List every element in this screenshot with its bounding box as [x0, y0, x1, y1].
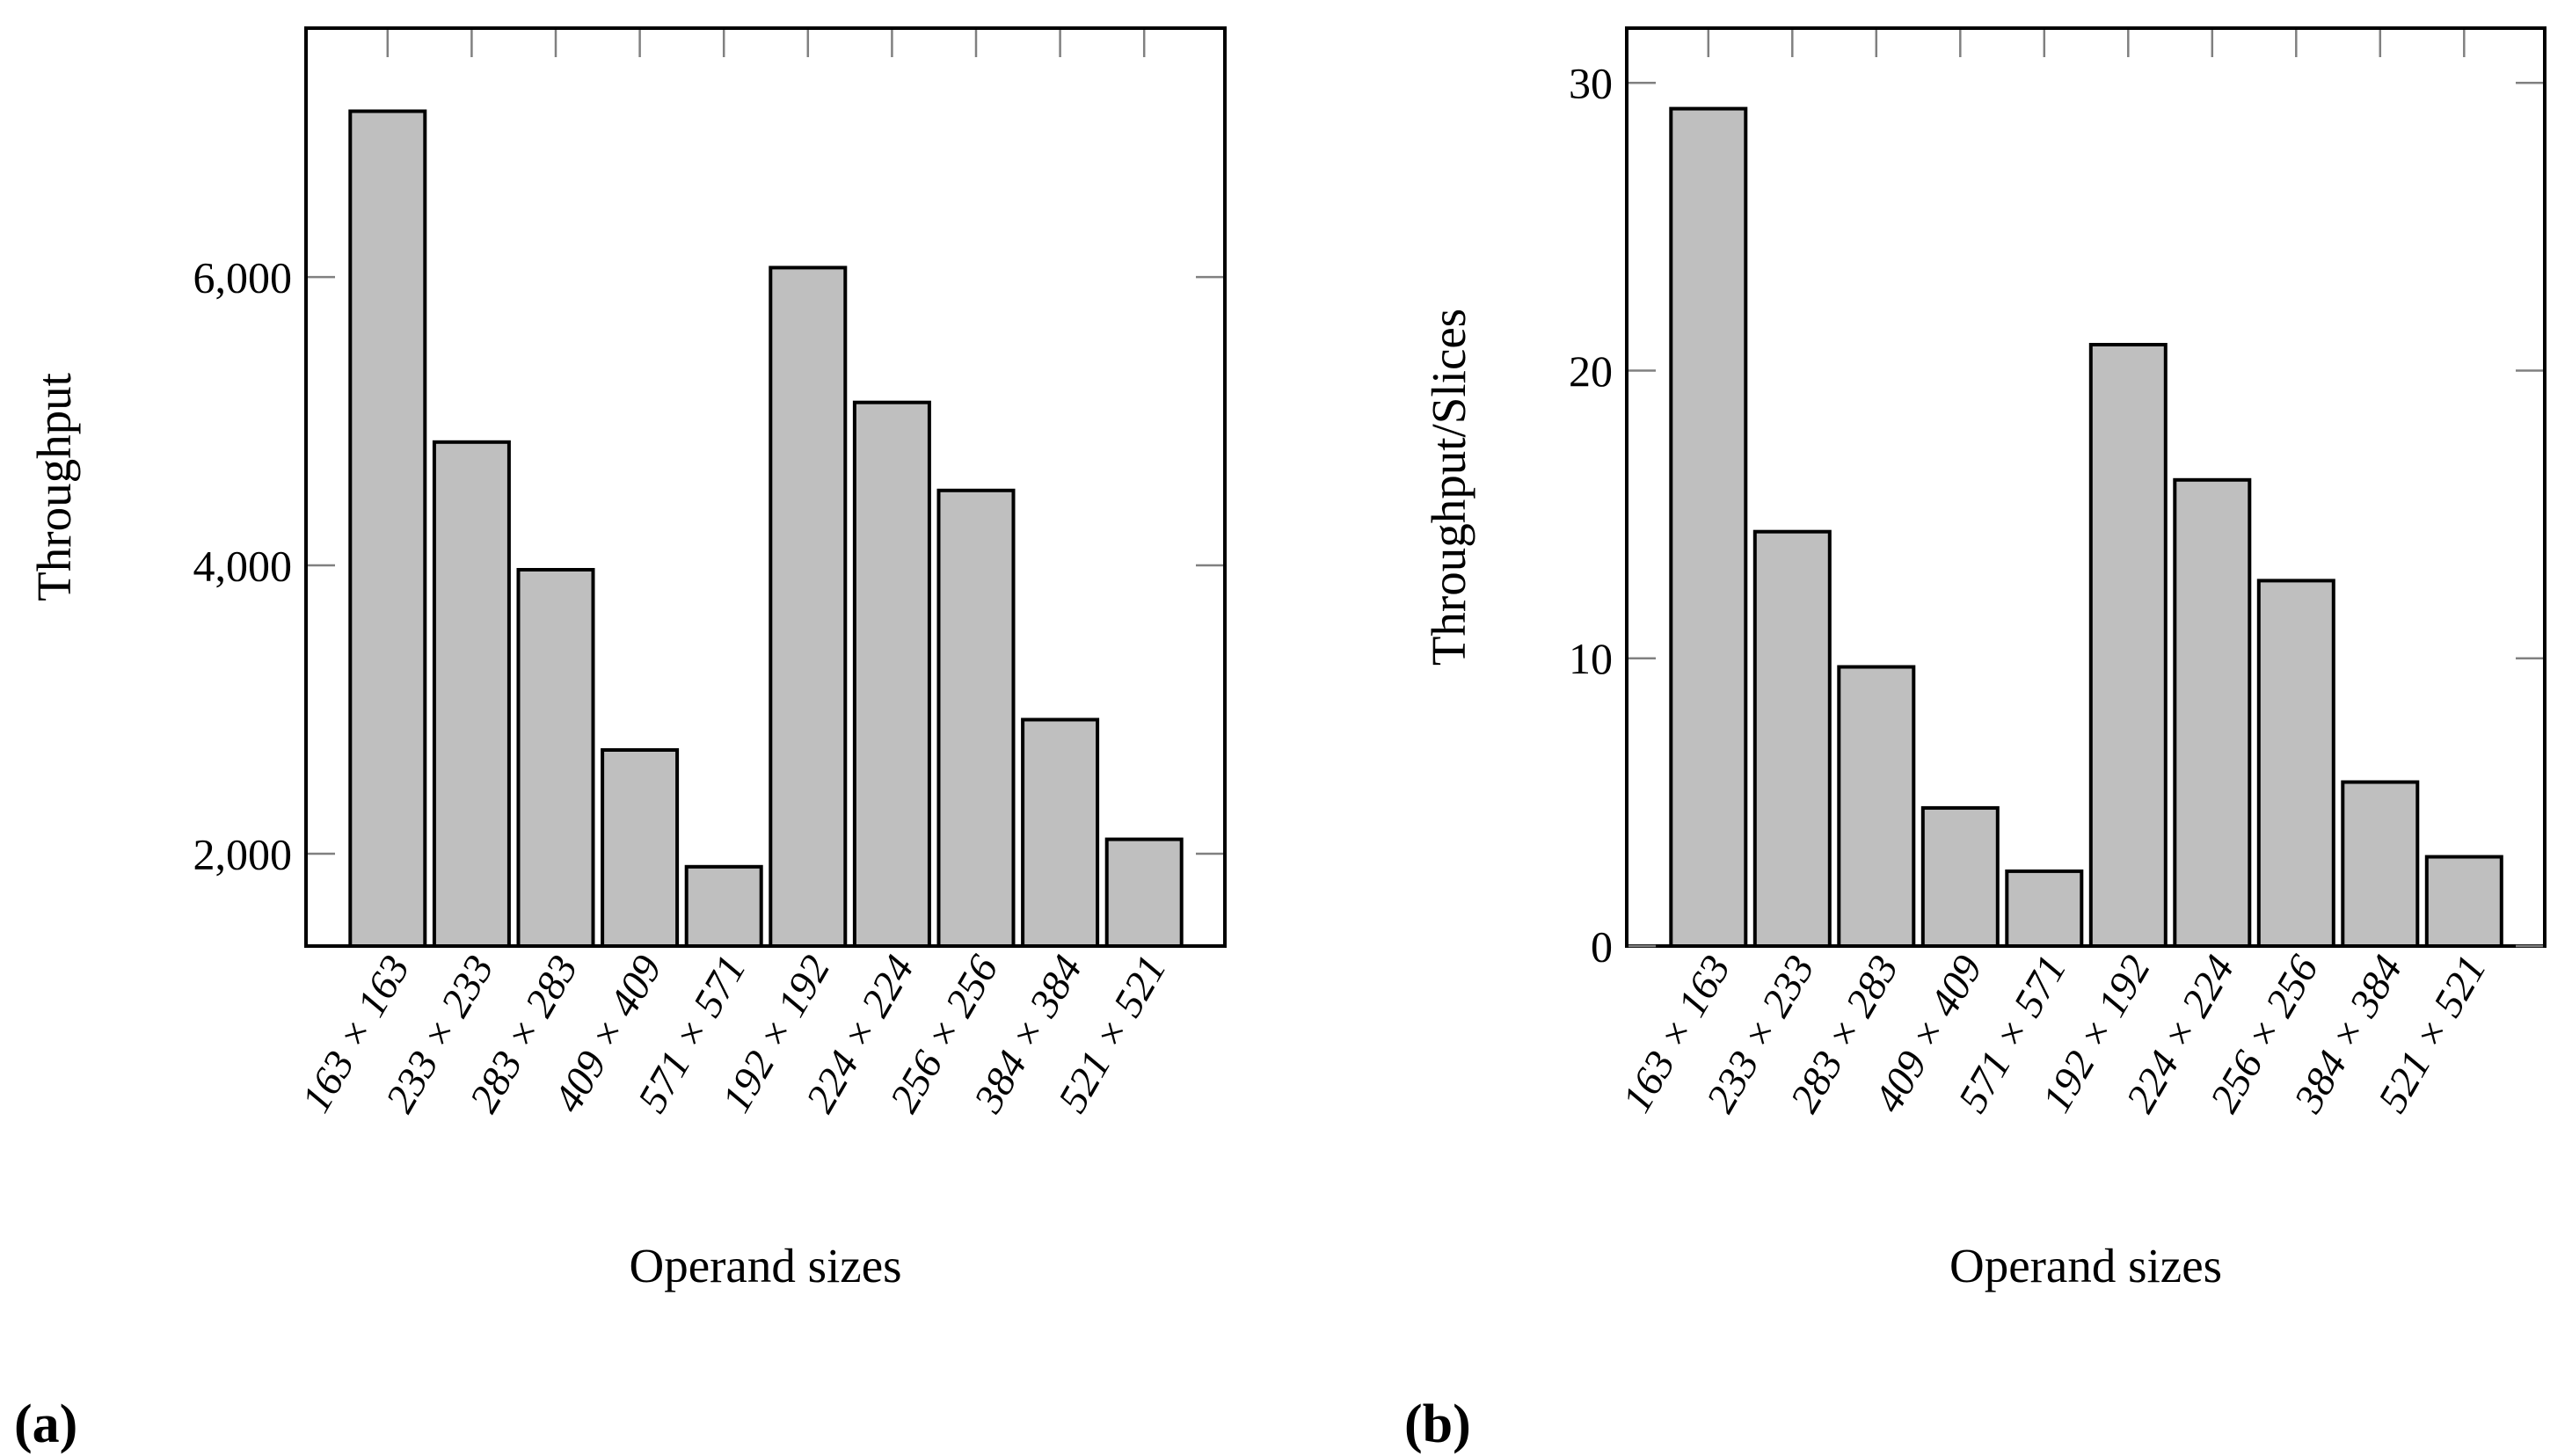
bar — [769, 266, 848, 948]
bar — [684, 864, 763, 948]
bar — [1920, 805, 2000, 949]
bar — [936, 488, 1016, 948]
y-tick-label: 20 — [1569, 346, 1613, 396]
bar — [348, 109, 427, 948]
y-tick-label: 0 — [1591, 922, 1613, 972]
bar — [1021, 717, 1100, 948]
x-axis-label: Operand sizes — [1949, 1239, 2222, 1292]
y-tick-label: 4,000 — [193, 542, 293, 591]
plot-border — [1625, 26, 2546, 948]
caption-b: (b) — [1404, 1394, 1471, 1454]
y-tick-label: 6,000 — [193, 253, 293, 302]
x-axis-label: Operand sizes — [629, 1239, 901, 1292]
y-tick-label: 10 — [1569, 634, 1613, 683]
bar — [516, 568, 595, 948]
plot-border — [304, 26, 1227, 948]
bar — [2005, 869, 2084, 949]
y-axis-label: Throughput/Slices — [1422, 309, 1475, 666]
bar — [2424, 855, 2503, 948]
bar — [1752, 529, 1832, 948]
bar — [1669, 106, 1748, 949]
y-tick-label: 2,000 — [193, 830, 293, 879]
y-tick-label: 30 — [1569, 59, 1613, 108]
bar — [2173, 477, 2252, 948]
bar — [601, 748, 680, 948]
bar — [2088, 343, 2168, 948]
bar — [1104, 837, 1184, 948]
bar — [2341, 780, 2420, 948]
bar — [432, 440, 511, 948]
bar — [2256, 579, 2335, 949]
y-axis-label: Throughput — [27, 373, 81, 601]
bar — [1837, 665, 1916, 948]
caption-a: (a) — [14, 1394, 77, 1454]
bar — [852, 400, 931, 948]
